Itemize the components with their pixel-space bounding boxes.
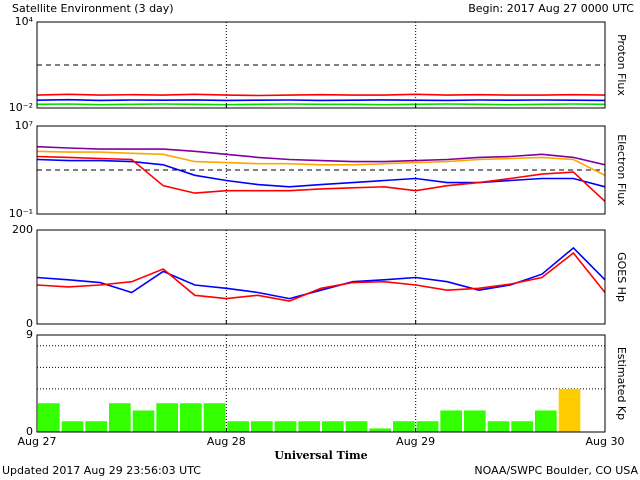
kp-bar [109, 403, 131, 432]
data-line [36, 158, 606, 188]
kp-bar [227, 421, 249, 432]
chart-title: Satellite Environment (3 day) [12, 2, 174, 15]
y-axis-label: Proton Flux [615, 34, 628, 96]
y-axis-label: Electron Flux [615, 134, 628, 206]
kp-bar [322, 421, 344, 432]
kp-bar [393, 421, 415, 432]
y-tick-label: 9 [26, 328, 33, 341]
y-tick-label: 200 [12, 223, 33, 236]
data-line [36, 98, 606, 102]
x-tick-label: Aug 27 [18, 435, 57, 448]
begin-time: Begin: 2017 Aug 27 0000 UTC [468, 2, 634, 15]
kp-bar [61, 421, 84, 432]
kp-bar [440, 410, 462, 432]
kp-bar [416, 421, 439, 432]
panel-frame [36, 334, 606, 433]
data-line [36, 93, 606, 97]
y-tick-label: 10⁻² [9, 101, 33, 114]
kp-bar [369, 428, 391, 432]
data-line [36, 103, 606, 106]
kp-bar [203, 403, 226, 432]
y-axis-label: GOES Hp [615, 252, 628, 302]
y-tick-label: 10⁷ [15, 119, 33, 132]
kp-bar [487, 421, 510, 432]
kp-bar [251, 421, 273, 432]
kp-bar [511, 421, 533, 432]
kp-bar [156, 403, 178, 432]
y-tick-label: 0 [26, 317, 33, 330]
kp-bar [274, 421, 297, 432]
panel-frame [36, 125, 606, 215]
y-tick-label: 0 [26, 425, 33, 438]
kp-bar [298, 421, 320, 432]
kp-bar [38, 403, 60, 432]
panel-frame [36, 229, 606, 325]
kp-bar [180, 403, 202, 432]
kp-bar [558, 388, 581, 432]
x-tick-label: Aug 29 [396, 435, 435, 448]
y-tick-label: 10⁴ [15, 15, 34, 28]
kp-bar [345, 421, 368, 432]
panel-frame [36, 21, 606, 109]
x-tick-label: Aug 30 [586, 435, 625, 448]
x-tick-label: Aug 28 [207, 435, 246, 448]
kp-bar [132, 410, 155, 432]
kp-bar [535, 410, 557, 432]
data-line [36, 246, 606, 300]
data-line [36, 251, 606, 302]
source: NOAA/SWPC Boulder, CO USA [474, 464, 638, 477]
y-axis-label: Estimated Kp [615, 347, 628, 420]
kp-bar [464, 410, 486, 432]
data-line [36, 150, 606, 177]
y-tick-label: 10⁻¹ [9, 207, 33, 220]
updated: Updated 2017 Aug 29 23:56:03 UTC [2, 464, 201, 477]
x-axis-label: Universal Time [274, 449, 367, 462]
data-line [36, 145, 606, 166]
data-line [36, 155, 606, 202]
kp-bar [85, 421, 107, 432]
